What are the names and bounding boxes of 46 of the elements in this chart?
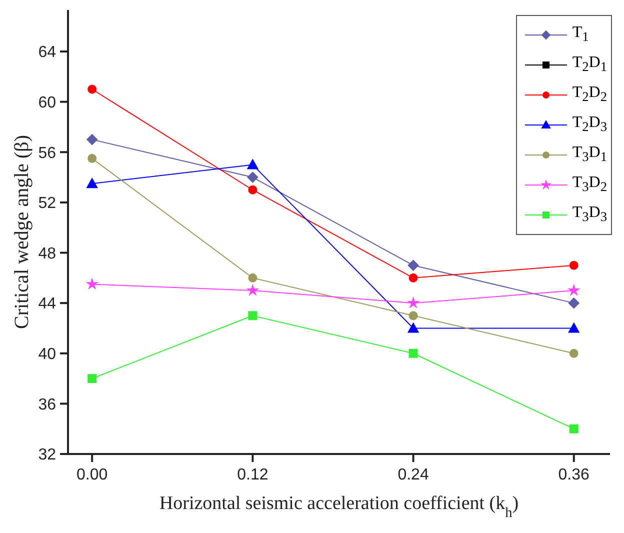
y-axis-title: Critical wedge angle (β) xyxy=(11,135,33,329)
point xyxy=(569,348,578,358)
point xyxy=(568,298,580,309)
point xyxy=(247,159,258,170)
legend-label: T$_{2}$D$_{3}$ xyxy=(572,114,607,136)
legend-label: T$_{1}$ xyxy=(572,24,589,46)
point xyxy=(248,185,258,194)
x-tick-label: 0.36 xyxy=(558,466,590,484)
point xyxy=(248,311,258,320)
point xyxy=(86,178,98,188)
point xyxy=(568,284,580,296)
point xyxy=(248,273,258,282)
y-tick-label: 36 xyxy=(38,396,56,414)
y-tick-label: 52 xyxy=(38,195,56,212)
point xyxy=(86,134,98,146)
point xyxy=(88,84,97,94)
point xyxy=(408,273,418,282)
point xyxy=(408,348,418,358)
point xyxy=(569,260,578,270)
x-axis-title: Horizontal seismic acceleration coefficient (k$_{h}$) xyxy=(159,493,519,521)
y-tick-label: 40 xyxy=(38,346,56,364)
legend-label: T$_{3}$D$_{2}$ xyxy=(572,174,607,196)
legend-label: T$_{3}$D$_{3}$ xyxy=(572,204,607,226)
point xyxy=(88,154,97,163)
x-tick-label: 0.00 xyxy=(76,466,108,484)
legend-label: T$_{2}$D$_{2}$ xyxy=(572,84,607,106)
point xyxy=(247,172,258,183)
point xyxy=(408,311,418,320)
point xyxy=(568,322,580,333)
y-tick-label: 44 xyxy=(38,296,56,313)
y-tick-label: 60 xyxy=(38,94,56,112)
y-tick-label: 64 xyxy=(38,44,56,62)
point xyxy=(88,374,97,384)
y-tick-label: 32 xyxy=(38,446,56,464)
point xyxy=(247,284,258,296)
x-tick-label: 0.12 xyxy=(237,466,268,484)
y-tick-label: 48 xyxy=(38,245,56,262)
point xyxy=(408,260,419,271)
legend-label: T$_{2}$D$_{1}$ xyxy=(572,54,607,76)
point xyxy=(408,298,419,308)
x-tick-label: 0.24 xyxy=(398,466,429,484)
point xyxy=(569,424,578,434)
legend-label: T$_{3}$D$_{1}$ xyxy=(572,144,607,166)
point xyxy=(86,278,98,289)
y-tick-label: 56 xyxy=(38,144,56,162)
point xyxy=(408,322,419,333)
